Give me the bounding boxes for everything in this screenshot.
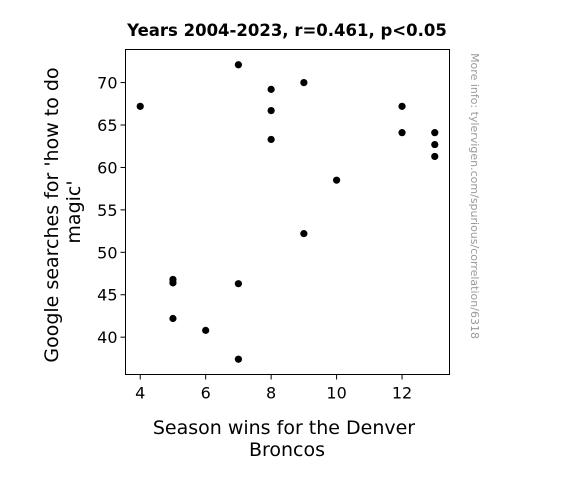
data-point [267,85,275,93]
x-tick-label: 4 [135,384,145,403]
data-point [431,140,439,149]
y-tick-label: 45 [97,286,117,305]
data-point [332,176,341,184]
chart-title: Years 2004-2023, r=0.461, p<0.05 [126,21,447,40]
source-watermark: More info: tylervigen.com/spurious/corre… [468,53,481,339]
data-point [202,326,210,334]
x-tick-label: 6 [201,384,211,403]
data-point [234,355,243,363]
data-point [431,129,439,137]
y-tick-label: 55 [97,201,117,220]
data-point [431,152,439,161]
data-point [267,135,275,144]
data-point [234,61,243,69]
x-tick-label: 12 [392,384,412,403]
x-axis-label: Season wins for the Denver Broncos [153,417,421,461]
x-axis-label-line-1: Season wins for the Denver [153,417,415,439]
data-point [136,102,144,110]
y-axis-label: Google searches for 'how to do magic' [41,61,85,362]
data-point [267,106,275,115]
y-tick-label: 40 [97,328,117,347]
data-point [169,314,177,323]
data-point [398,102,406,110]
plot-area [125,49,450,375]
data-point [300,230,308,238]
data-point [234,280,243,288]
y-tick-label: 50 [97,243,117,262]
y-axis-label-line-1: Google searches for 'how to do [41,67,63,362]
x-axis-label-line-2: Broncos [249,439,325,461]
data-points [136,61,439,363]
data-point [398,129,406,137]
x-axis-ticks: 4 6 8 10 12 [135,374,412,403]
data-point [300,78,308,87]
data-point [169,279,177,287]
y-tick-label: 70 [97,74,117,93]
x-tick-label: 10 [326,384,346,403]
y-axis-ticks: 40 45 50 55 60 65 70 [97,74,126,347]
y-tick-label: 60 [97,158,117,177]
y-tick-label: 65 [97,116,117,135]
x-tick-label: 8 [266,384,276,403]
y-axis-label-line-2: magic' [63,180,85,243]
